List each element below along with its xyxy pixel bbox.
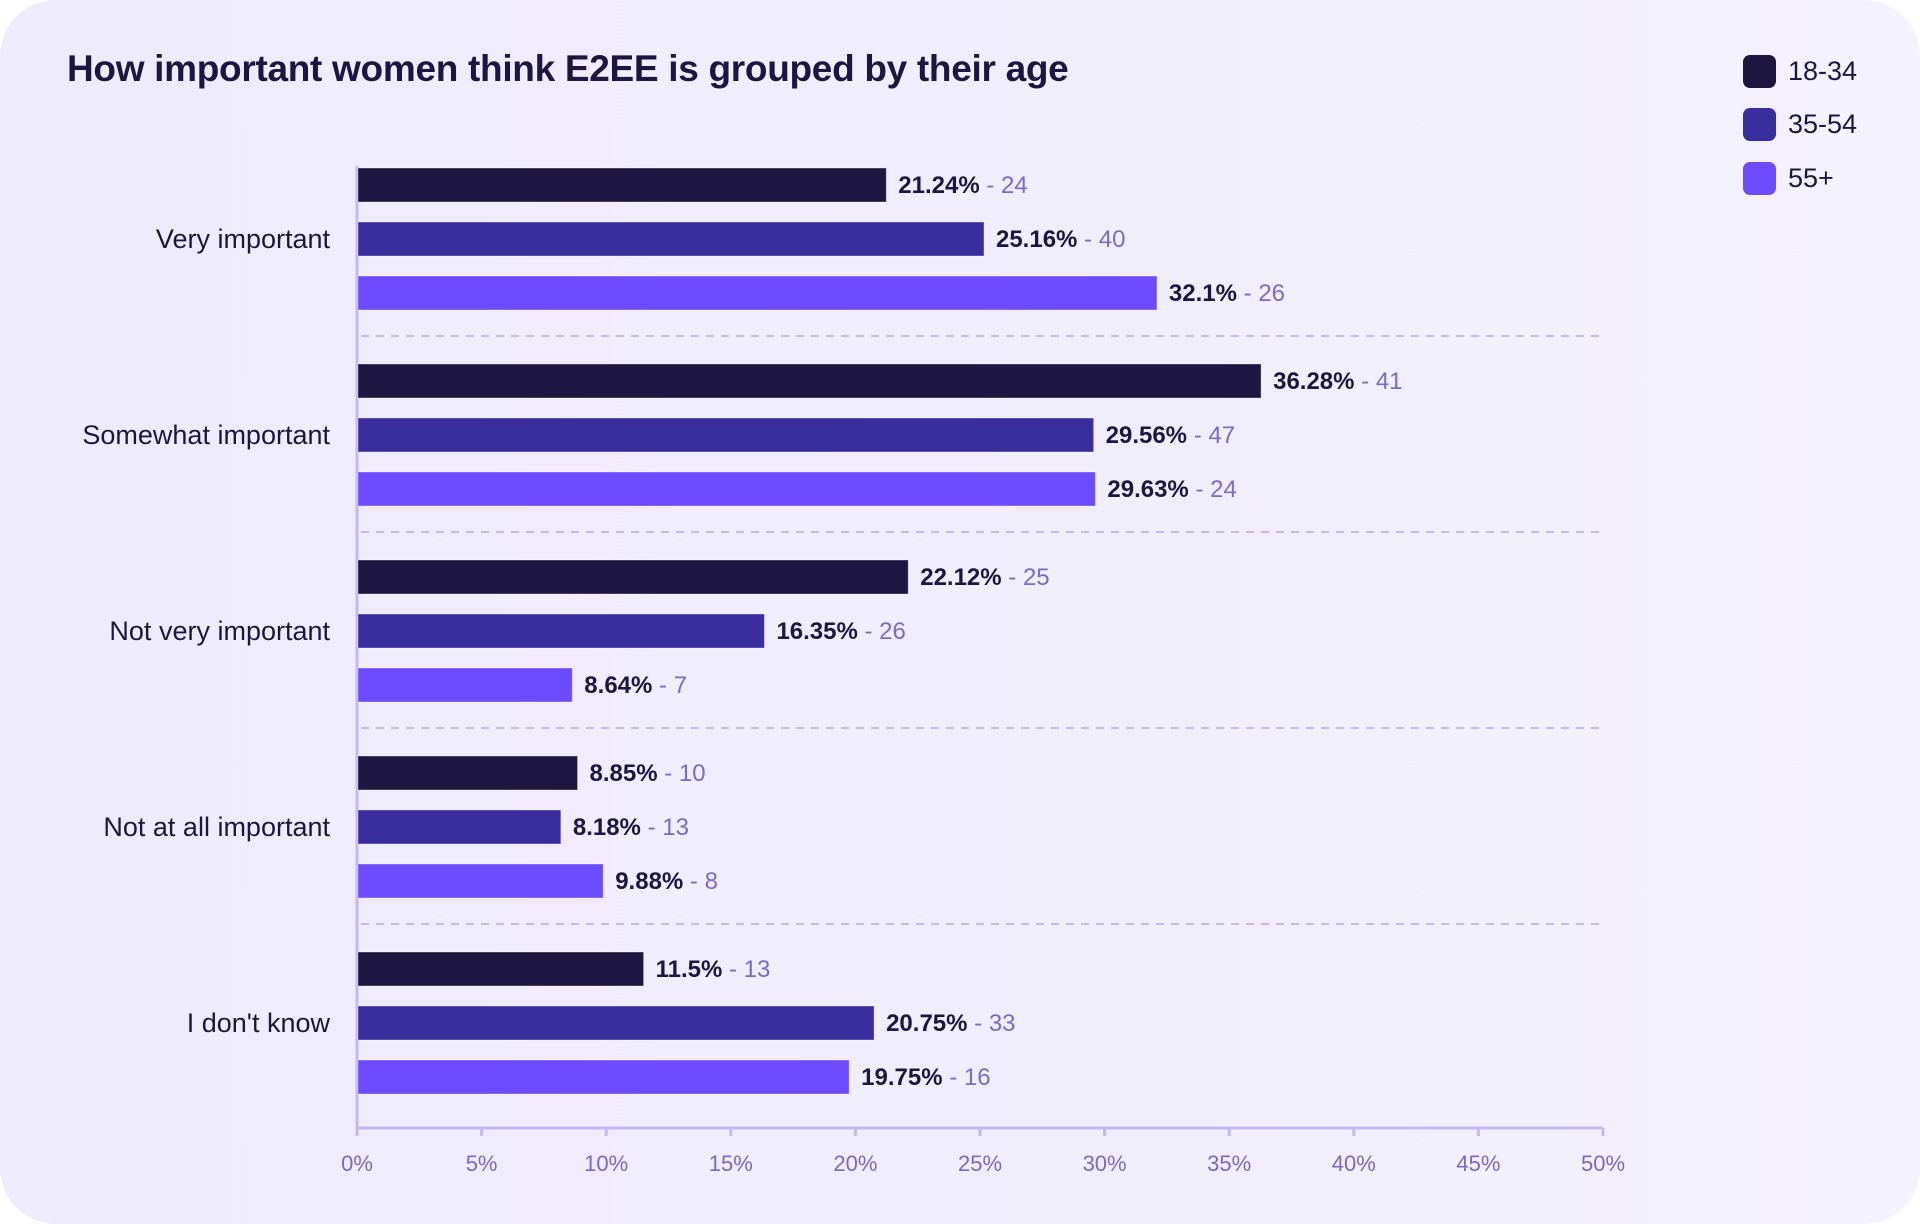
bar-18-34 [357, 167, 887, 203]
category-label: I don't know [187, 1008, 331, 1038]
bar-value-label: 8.64% - 7 [584, 672, 687, 699]
value-percent: 25.16% [996, 226, 1077, 253]
category-label: Very important [156, 224, 331, 254]
value-count: - 10 [658, 760, 706, 787]
x-tick-label: 35% [1207, 1151, 1251, 1176]
bar-value-label: 11.5% - 13 [656, 956, 771, 983]
bar-18-34 [357, 951, 645, 987]
value-percent: 29.56% [1106, 422, 1187, 449]
value-count: - 24 [980, 172, 1028, 199]
x-tick-label: 15% [709, 1151, 753, 1176]
x-tick-label: 30% [1083, 1151, 1127, 1176]
x-tick-label: 45% [1456, 1151, 1500, 1176]
x-tick-label: 25% [958, 1151, 1002, 1176]
legend-label: 35-54 [1788, 109, 1858, 139]
bar-35-54 [357, 809, 562, 845]
legend-swatch-35-54 [1743, 108, 1776, 141]
bar-value-label: 36.28% - 41 [1273, 368, 1402, 395]
bar-55-plus [357, 667, 573, 703]
bar-value-label: 19.75% - 16 [861, 1064, 990, 1091]
bar-35-54 [357, 613, 765, 649]
category-label: Not at all important [103, 812, 330, 842]
legend-label: 18-34 [1788, 56, 1858, 86]
bar-value-label: 9.88% - 8 [615, 868, 718, 895]
value-percent: 32.1% [1169, 280, 1237, 307]
bar-55-plus [357, 471, 1096, 507]
legend-swatch-55-plus [1743, 162, 1776, 195]
bar-18-34 [357, 559, 909, 595]
bar-value-label: 22.12% - 25 [920, 564, 1049, 591]
x-tick-label: 0% [341, 1151, 373, 1176]
value-count: - 26 [858, 618, 906, 645]
value-percent: 11.5% [656, 956, 723, 983]
bar-35-54 [357, 1005, 875, 1041]
bar-35-54 [357, 221, 985, 257]
chart-title: How important women think E2EE is groupe… [67, 48, 1069, 89]
value-percent: 9.88% [615, 868, 683, 895]
bar-value-label: 20.75% - 33 [886, 1010, 1015, 1037]
value-count: - 13 [722, 956, 770, 983]
bar-value-label: 25.16% - 40 [996, 226, 1125, 253]
x-tick-label: 40% [1332, 1151, 1376, 1176]
value-percent: 36.28% [1273, 368, 1354, 395]
bar-55-plus [357, 275, 1158, 311]
x-tick-label: 10% [584, 1151, 628, 1176]
value-count: - 47 [1187, 422, 1235, 449]
value-percent: 20.75% [886, 1010, 967, 1037]
value-percent: 8.64% [584, 672, 652, 699]
value-count: - 41 [1355, 368, 1403, 395]
value-count: - 33 [967, 1010, 1015, 1037]
bar-value-label: 32.1% - 26 [1169, 280, 1285, 307]
bar-value-label: 21.24% - 24 [898, 172, 1027, 199]
bar-18-34 [357, 363, 1262, 399]
value-percent: 29.63% [1107, 476, 1188, 503]
bar-35-54 [357, 417, 1095, 453]
value-count: - 40 [1077, 226, 1125, 253]
legend-label: 55+ [1788, 163, 1834, 193]
x-tick-label: 50% [1581, 1151, 1625, 1176]
value-percent: 22.12% [920, 564, 1001, 591]
category-label: Somewhat important [82, 420, 330, 450]
value-percent: 8.18% [573, 814, 641, 841]
value-percent: 19.75% [861, 1064, 942, 1091]
bar-55-plus [357, 863, 604, 899]
value-percent: 16.35% [776, 618, 857, 645]
x-tick-label: 5% [466, 1151, 498, 1176]
value-count: - 7 [652, 672, 687, 699]
value-count: - 13 [641, 814, 689, 841]
value-count: - 25 [1002, 564, 1050, 591]
value-percent: 21.24% [898, 172, 979, 199]
bar-value-label: 16.35% - 26 [776, 618, 905, 645]
x-tick-label: 20% [833, 1151, 877, 1176]
value-percent: 8.85% [590, 760, 658, 787]
legend-swatch-18-34 [1743, 55, 1776, 88]
bar-value-label: 29.56% - 47 [1106, 422, 1235, 449]
bar-value-label: 8.85% - 10 [590, 760, 706, 787]
bar-value-label: 8.18% - 13 [573, 814, 689, 841]
bar-value-label: 29.63% - 24 [1107, 476, 1236, 503]
category-label: Not very important [109, 616, 330, 646]
bar-18-34 [357, 755, 579, 791]
bar-55-plus [357, 1059, 850, 1095]
value-count: - 26 [1237, 280, 1285, 307]
value-count: - 16 [943, 1064, 991, 1091]
value-count: - 24 [1189, 476, 1237, 503]
value-count: - 8 [683, 868, 718, 895]
